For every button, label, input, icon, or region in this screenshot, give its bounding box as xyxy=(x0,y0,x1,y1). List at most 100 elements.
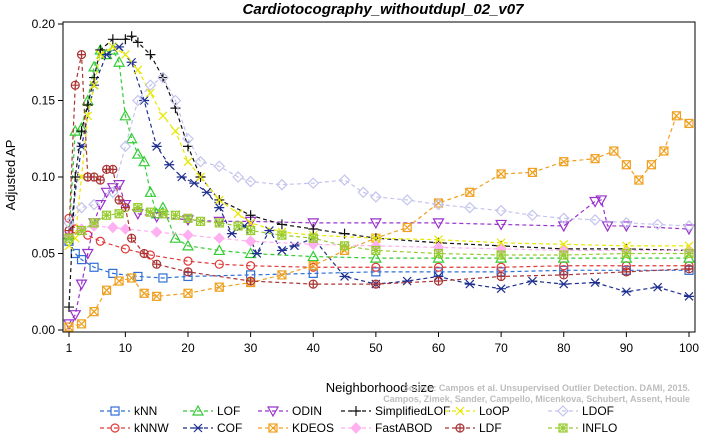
point-ldf-11 xyxy=(127,233,137,243)
point-ldf-20 xyxy=(183,267,193,277)
x-tick-label-10: 10 xyxy=(119,341,133,355)
point-loop-8 xyxy=(108,42,118,52)
point-ldf-2 xyxy=(70,80,80,90)
point-inflo-14 xyxy=(145,207,156,217)
point-lof-9 xyxy=(113,56,126,67)
point-odin-90 xyxy=(620,221,633,233)
point-odin-87 xyxy=(601,221,614,233)
point-inflo-12 xyxy=(133,203,143,213)
point-simplifiedlof-2 xyxy=(70,172,81,182)
point-inflo-5 xyxy=(89,218,99,228)
point-inflo-35 xyxy=(277,230,287,240)
point-loop-10 xyxy=(120,50,130,60)
legend-item-simplifiedlof: SimplifiedLOF xyxy=(341,404,450,418)
point-ldf-90 xyxy=(621,267,631,277)
legend: kNN kNNW LOF COF ODIN KDEOS SimplifiedLOF FastA… xyxy=(100,404,617,434)
point-ldof-70 xyxy=(495,204,507,217)
legend-label-cof: COF xyxy=(217,421,242,434)
legend-item-kdeos: KDEOS xyxy=(258,421,334,434)
y-tick-label-0.10: 0.10 xyxy=(32,170,56,184)
point-odin-2 xyxy=(69,310,82,321)
point-kdeos-70 xyxy=(496,169,506,179)
point-loop-30 xyxy=(246,218,256,228)
point-ldof-25 xyxy=(213,160,226,173)
point-ldof-100 xyxy=(683,220,695,232)
point-loop-5 xyxy=(89,80,99,90)
series-line-lof xyxy=(68,49,689,259)
watermark-line-2: Campos, Zimek, Sander, Campello, Micenko… xyxy=(383,394,690,404)
point-cof-15 xyxy=(151,141,162,151)
point-loop-16 xyxy=(158,111,168,121)
point-loop-28 xyxy=(233,209,243,219)
series-line-ldf xyxy=(68,54,690,285)
point-cof-55 xyxy=(402,276,413,286)
legend-label-loop: LoOP xyxy=(479,404,510,418)
point-ldof-12 xyxy=(132,94,144,107)
point-ldf-8 xyxy=(108,164,118,174)
point-ldof-5 xyxy=(88,198,100,211)
point-simplifiedlof-12 xyxy=(132,37,143,48)
point-loop-70 xyxy=(496,238,506,248)
point-simplifiedlof-35 xyxy=(276,219,287,230)
point-loop-6 xyxy=(95,50,105,60)
legend-item-ldof: LDOF xyxy=(548,404,614,418)
point-cof-35 xyxy=(276,246,287,255)
point-ldf-15 xyxy=(152,259,162,269)
point-kdeos-94 xyxy=(646,160,657,170)
point-kdeos-5 xyxy=(89,307,99,317)
point-odin-25 xyxy=(213,216,226,228)
x-tick-label-60: 60 xyxy=(432,341,446,355)
point-odin-8 xyxy=(106,183,119,194)
point-simplifiedlof-8 xyxy=(107,34,118,45)
legend-label-ldf: LDF xyxy=(479,421,502,434)
point-ldf-30 xyxy=(246,276,256,286)
point-inflo-100 xyxy=(684,248,694,259)
point-lof-12 xyxy=(131,147,144,159)
point-kdeos-80 xyxy=(559,157,569,167)
point-inflo-18 xyxy=(170,210,181,220)
point-kdeos-98 xyxy=(671,111,682,121)
point-cof-75 xyxy=(527,276,538,286)
point-odin-50 xyxy=(369,218,382,230)
point-ldof-35 xyxy=(276,178,288,191)
point-cof-13 xyxy=(139,96,150,105)
point-loop-14 xyxy=(145,88,155,98)
point-lof-10 xyxy=(119,109,132,121)
legend-label-knnw: kNNW xyxy=(134,421,169,434)
point-fastabod-8 xyxy=(107,221,119,234)
point-loop-20 xyxy=(183,157,193,167)
point-loop-80 xyxy=(559,239,569,249)
point-knnw-14 xyxy=(145,250,156,260)
point-cof-90 xyxy=(621,287,632,297)
point-ldf-3 xyxy=(76,49,87,60)
point-inflo-20 xyxy=(183,213,193,223)
point-cof-85 xyxy=(590,278,601,287)
point-loop-18 xyxy=(171,126,180,136)
point-kdeos-96 xyxy=(659,146,669,156)
point-kdeos-90 xyxy=(621,160,631,170)
point-ldof-48 xyxy=(357,186,370,199)
point-odin-85 xyxy=(589,196,602,208)
x-tick-label-70: 70 xyxy=(494,341,508,355)
x-tick-label-90: 90 xyxy=(620,341,634,355)
point-loop-1 xyxy=(64,241,74,251)
point-ldof-90 xyxy=(620,217,633,229)
legend-item-fastabod: FastABOD xyxy=(341,421,433,434)
x-axis-label: Neighborhood size xyxy=(326,380,434,395)
point-loop-50 xyxy=(371,233,381,243)
point-ldf-70 xyxy=(496,271,506,282)
point-ldof-30 xyxy=(244,175,257,188)
legend-label-lof: LOF xyxy=(217,404,240,418)
point-cof-27 xyxy=(226,229,237,239)
point-lof-5 xyxy=(88,60,101,72)
y-tick-label-0.00: 0.00 xyxy=(32,323,56,337)
y-tick-label-0.20: 0.20 xyxy=(32,17,56,31)
point-knn-2 xyxy=(70,248,80,259)
series-inflo xyxy=(64,203,694,260)
point-cof-95 xyxy=(652,282,663,292)
point-kdeos-11 xyxy=(127,273,137,283)
x-tick-label-1: 1 xyxy=(66,341,73,355)
axes-layer: 1 10 20 30 40 50 60 70 80 90 100 0.00 0.05 0.10 0.15 0.… xyxy=(32,17,700,355)
point-ldf-13 xyxy=(139,248,149,259)
point-knnw-6 xyxy=(95,236,105,246)
